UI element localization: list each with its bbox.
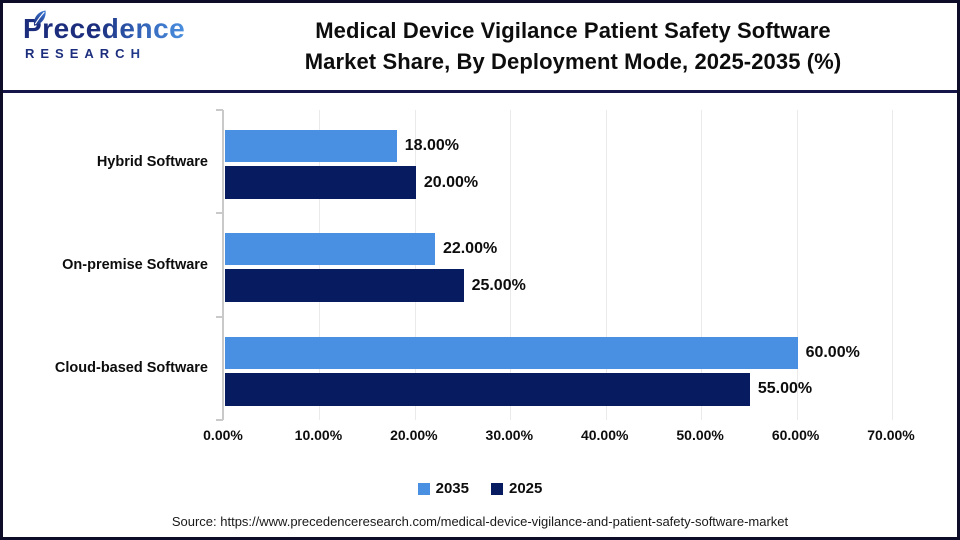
- x-tick-label: 10.00%: [294, 427, 343, 443]
- legend-label-2035: 2035: [435, 480, 469, 497]
- source-text: Source: https://www.precedenceresearch.c…: [171, 514, 789, 529]
- x-tick-label: 20.00%: [390, 427, 438, 443]
- brand-name: Precedence: [23, 13, 215, 45]
- x-tick-label: 0.00%: [203, 427, 243, 443]
- legend-label-2025: 2025: [509, 480, 543, 497]
- brand-logo: Precedence RESEARCH: [3, 3, 215, 90]
- gridline-40: [605, 110, 607, 420]
- x-tick-label: 70.00%: [867, 427, 915, 443]
- value-label: 20.00%: [423, 173, 479, 191]
- bar-2035-cloud-based-software: [225, 336, 798, 369]
- y-axis-tick: [216, 419, 223, 421]
- value-label: 60.00%: [805, 343, 860, 361]
- x-tick-label: 30.00%: [485, 427, 534, 443]
- chart-title-line1: Medical Device Vigilance Patient Safety …: [315, 18, 831, 43]
- legend-swatch-2025: [491, 482, 503, 495]
- chart-title: Medical Device Vigilance Patient Safety …: [215, 3, 957, 90]
- legend-item-2025: 2025: [491, 480, 542, 497]
- header: Precedence RESEARCH Medical Device Vigil…: [3, 3, 957, 93]
- bar-2025-on-premise-software: [225, 269, 464, 303]
- plot-area: [222, 110, 893, 420]
- value-label: 55.00%: [757, 380, 813, 398]
- legend-swatch-2035: [417, 482, 430, 495]
- gridline-60: [796, 110, 798, 420]
- gridline-30: [510, 110, 512, 420]
- bar-2035-hybrid-software: [225, 130, 397, 162]
- category-label: Hybrid Software: [96, 153, 208, 170]
- gridline-50: [701, 110, 703, 420]
- category-label: Cloud-based Software: [54, 360, 208, 377]
- legend: 2035 2025: [3, 480, 957, 497]
- value-label: 18.00%: [404, 137, 460, 154]
- value-label: 22.00%: [442, 240, 498, 258]
- x-tick-label: 40.00%: [580, 427, 629, 443]
- bar-2035-on-premise-software: [225, 233, 435, 266]
- y-axis-tick: [216, 212, 223, 215]
- x-tick-label: 60.00%: [771, 427, 820, 443]
- chart-title-line2: Market Share, By Deployment Mode, 2025-2…: [304, 49, 842, 74]
- brand-subtitle: RESEARCH: [23, 46, 215, 61]
- category-label: On-premise Software: [62, 257, 208, 273]
- bar-2025-cloud-based-software: [225, 372, 750, 406]
- legend-item-2035: 2035: [417, 480, 469, 497]
- x-tick-label: 50.00%: [676, 427, 724, 443]
- value-label: 25.00%: [471, 276, 526, 294]
- bar-2025-hybrid-software: [225, 166, 416, 199]
- gridline-70: [892, 110, 893, 420]
- leaf-icon: [33, 10, 46, 26]
- y-axis-tick: [216, 109, 223, 111]
- y-axis-tick: [216, 315, 223, 318]
